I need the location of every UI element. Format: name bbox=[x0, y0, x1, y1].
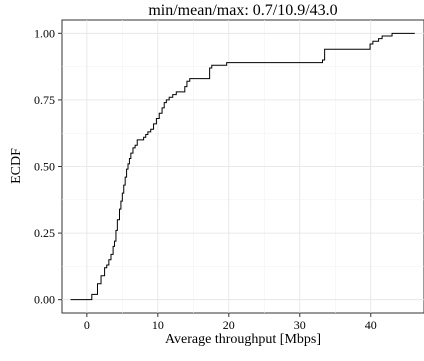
y-tick-label: 0.00 bbox=[34, 293, 55, 307]
y-tick-label: 1.00 bbox=[34, 26, 55, 40]
x-tick-label: 40 bbox=[365, 318, 377, 332]
x-axis-ticks: 0 10 20 30 40 bbox=[84, 313, 377, 332]
y-tick-label: 0.25 bbox=[34, 226, 55, 240]
x-tick-label: 30 bbox=[294, 318, 306, 332]
chart-title: min/mean/max: 0.7/10.9/43.0 bbox=[148, 2, 338, 19]
y-axis-label: ECDF bbox=[9, 148, 24, 184]
y-tick-label: 0.75 bbox=[34, 93, 55, 107]
y-tick-label: 0.50 bbox=[34, 160, 55, 174]
x-tick-label: 0 bbox=[84, 318, 90, 332]
x-axis-label: Average throughput [Mbps] bbox=[165, 332, 321, 347]
ecdf-step-line bbox=[70, 32, 415, 301]
x-tick-label: 20 bbox=[223, 318, 235, 332]
y-axis-ticks: 0.00 0.25 0.50 0.75 1.00 bbox=[34, 26, 62, 307]
series-layer bbox=[70, 32, 415, 301]
x-tick-label: 10 bbox=[152, 318, 164, 332]
major-gridlines bbox=[62, 20, 424, 313]
